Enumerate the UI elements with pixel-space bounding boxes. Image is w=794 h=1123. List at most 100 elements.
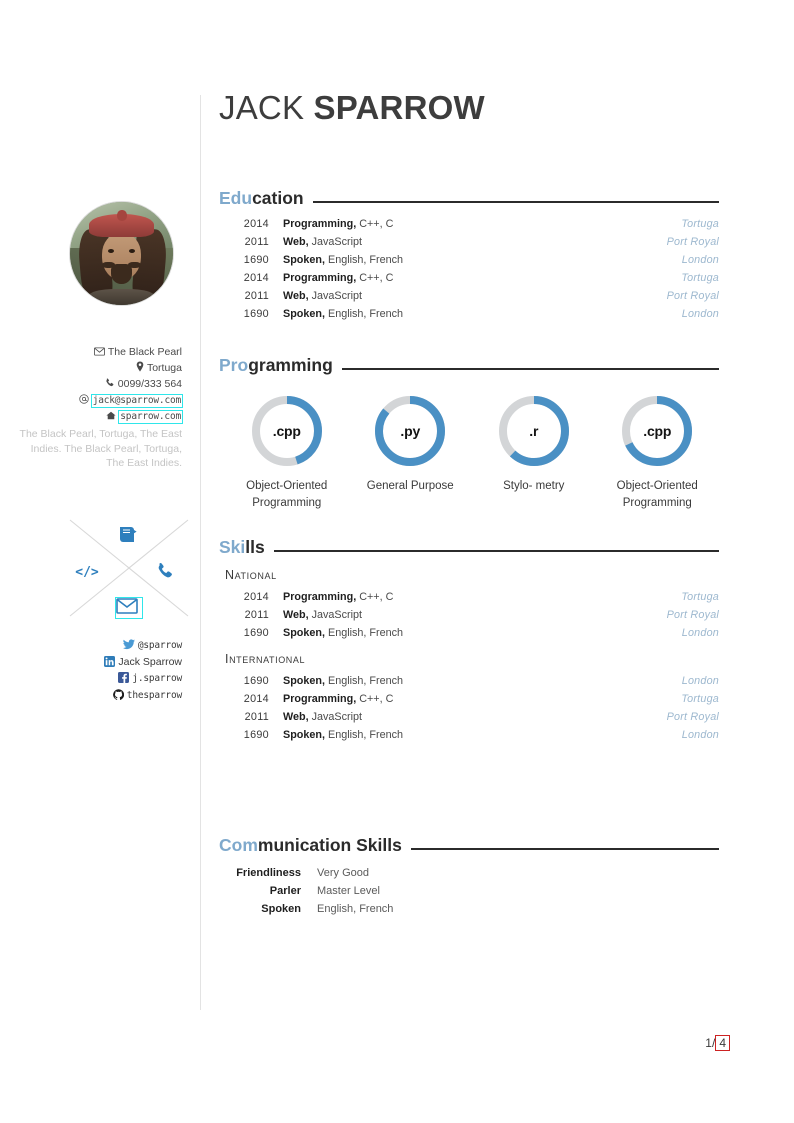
code-brackets-icon[interactable]: </> [75,564,99,580]
entry-location: London [681,675,719,687]
entry-row: 2014 Programming, C++, C Tortuga [219,269,719,287]
entry-row: 1690 Spoken, English, French London [219,726,719,744]
skills-entry-list: 2014 Programming, C++, C Tortuga 2011 Web, J… [219,588,719,642]
donut-chart-item: .cpp Object-Oriented Programming [225,392,349,512]
entry-year: 2011 [244,236,269,248]
skills-groups: National 2014 Programming, C++, C Tortuga 20… [219,568,719,744]
contact-text: The Black Pearl [107,346,182,358]
heading-rule [312,201,719,203]
page-total-link[interactable]: 4 [715,1035,730,1051]
communication-value: English, French [317,903,394,915]
contact-list: The Black Pearl Tortuga 0099/333 564 jac… [0,344,184,424]
contact-item-website[interactable]: sparrow.com [0,408,183,424]
entry-location: Tortuga [681,693,719,705]
entry-detail: English, French [325,675,404,687]
heading-rest: gramming [248,355,333,375]
communication-row: Spoken English, French [219,900,719,918]
entry-year: 2014 [243,218,269,230]
donut-caption: Object-Oriented Programming [246,480,328,509]
entry-body: Spoken, English, French [283,251,682,269]
communication-key: Spoken [261,903,301,915]
social-item-twitter[interactable]: @sparrow [0,637,182,654]
entry-detail: JavaScript [308,711,363,723]
entry-year: 1690 [243,308,269,320]
entry-row: 2011 Web, JavaScript Port Royal [219,708,719,726]
entry-body: Programming, C++, C [283,588,681,606]
social-item-linkedin[interactable]: Jack Sparrow [0,654,182,670]
entry-body: Programming, C++, C [283,215,681,233]
donut-value-label: .py [400,423,421,439]
twitter-icon [122,639,135,650]
entry-body: Programming, C++, C [283,269,681,287]
social-list: @sparrow Jack Sparrow j.sparrow thesparr… [0,637,182,704]
communication-row: Parler Master Level [219,882,719,900]
donut-chart-item: .cpp Object-Oriented Programming [596,392,720,512]
entry-body: Spoken, English, French [283,624,682,642]
entry-body: Web, JavaScript [283,708,667,726]
section-programming: Programming .cpp Object-Oriented Programm… [219,355,719,512]
donut-caption: Stylo- metry [503,480,565,492]
donut-chart: .cpp [618,392,696,470]
entry-year: 2014 [243,591,269,603]
section-communication-skills: Communication Skills Friendliness Very Go… [219,835,719,918]
entry-year: 2011 [244,711,269,723]
avatar-image [70,202,173,305]
social-text: j.sparrow [132,673,182,684]
communication-row-list: Friendliness Very Good Parler Master Level S… [219,864,719,918]
entry-row: 2014 Programming, C++, C Tortuga [219,588,719,606]
cross-lines [69,519,189,617]
entry-title: Spoken, [283,308,325,320]
section-education: Education 2014 Programming, C++, C Tortuga… [219,188,719,323]
column-divider [200,95,201,1010]
github-icon [112,689,124,700]
entry-detail: English, French [325,308,404,320]
contact-item-email[interactable]: jack@sparrow.com [0,392,184,408]
entry-body: Web, JavaScript [283,287,667,305]
entry-body: Spoken, English, French [283,726,682,744]
last-name: SPARROW [313,89,485,126]
contact-text: Tortuga [146,362,182,374]
donut-value-label: .cpp [643,423,672,439]
communication-value: Very Good [317,867,369,879]
entry-year: 2014 [243,693,269,705]
section-heading: Education [219,188,719,209]
entry-row: 1690 Spoken, English, French London [219,305,719,323]
skills-subheading: National [225,568,277,582]
entry-title: Web, [283,609,309,621]
entry-title: Web, [283,290,309,302]
entry-row: 2014 Programming, C++, C Tortuga [219,215,719,233]
entry-location: Port Royal [666,290,719,302]
heading-rule [341,368,719,370]
entry-title: Web, [283,236,309,248]
entry-year: 2011 [244,609,269,621]
entry-location: Port Royal [666,236,719,248]
skills-cross-diagram: </> [56,512,202,624]
donut-chart: .cpp [248,392,326,470]
entry-body: Spoken, English, French [283,305,682,323]
social-item-github[interactable]: thesparrow [0,687,182,704]
communication-key: Parler [269,885,301,897]
section-skills: Skills National 2014 Programming, C++, C To… [219,537,719,744]
entry-detail: C++, C [356,693,394,705]
book-icon[interactable] [118,526,140,548]
social-item-facebook[interactable]: j.sparrow [0,670,182,687]
website-link[interactable]: sparrow.com [118,410,183,424]
entry-row: 1690 Spoken, English, French London [219,251,719,269]
entry-location: Tortuga [681,218,719,230]
donut-caption: General Purpose [366,480,454,492]
envelope-icon[interactable] [115,597,143,619]
location-pin-icon [136,361,144,372]
contact-item-email-label: The Black Pearl [0,344,182,360]
heading-rest: munication Skills [257,835,402,855]
entry-title: Programming, [283,693,357,705]
entry-location: Tortuga [681,591,719,603]
heading-accent: Pro [219,355,249,375]
phone-icon[interactable] [156,562,178,584]
entry-location: London [681,308,719,320]
entry-detail: English, French [325,627,404,639]
contact-item-location: Tortuga [0,360,182,376]
entry-title: Web, [283,711,309,723]
email-link[interactable]: jack@sparrow.com [90,394,184,408]
donut-value-label: .cpp [272,423,301,439]
